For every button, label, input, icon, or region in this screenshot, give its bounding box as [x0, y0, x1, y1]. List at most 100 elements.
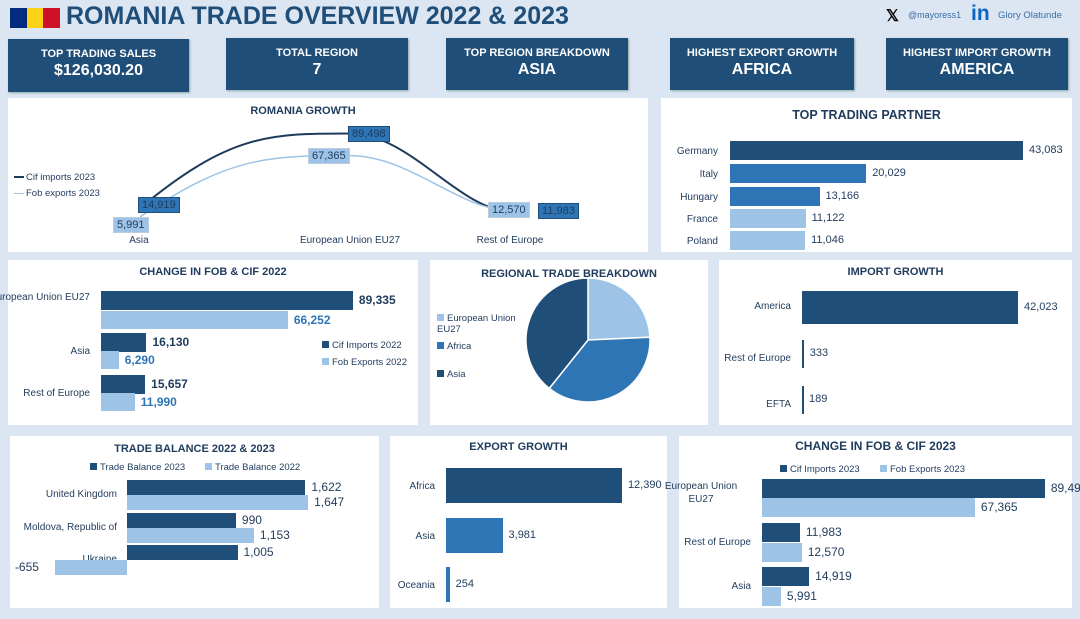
data-label: 12,570 — [488, 202, 530, 219]
data-label: 11,990 — [140, 394, 177, 409]
chart-title: REGIONAL TRADE BREAKDOWN — [481, 268, 657, 280]
category-label: European Union EU27 — [664, 481, 738, 505]
data-label: 5,991 — [786, 589, 817, 604]
category-label: United Kingdom — [45, 489, 117, 500]
legend-item: Asia — [437, 369, 465, 380]
bar — [127, 528, 254, 543]
category-label: Ukraine — [0, 553, 117, 566]
data-label: 15,657 — [151, 377, 188, 392]
bar — [730, 231, 806, 250]
bar — [54, 560, 127, 575]
bar — [762, 498, 975, 517]
category-label: Asia — [70, 346, 90, 357]
category-label: Asia — [129, 235, 149, 246]
data-label: 11,983 — [538, 203, 579, 220]
bar — [762, 479, 1045, 498]
kpi-top-region: TOP REGION BREAKDOWN ASIA — [446, 38, 628, 90]
bar — [127, 495, 309, 510]
bar — [101, 291, 353, 310]
bar — [101, 375, 146, 394]
category-label: Rest of Europe — [724, 353, 791, 364]
category-label: Oceania — [397, 580, 435, 591]
data-label: 1,622 — [311, 480, 342, 495]
data-label: 66,252 — [293, 312, 331, 327]
bar — [127, 513, 236, 528]
category-label: Hungary — [680, 192, 718, 203]
legend-item: Cif Imports 2022 — [322, 340, 402, 351]
legend-item: Fob exports 2023 — [14, 188, 100, 199]
legend-item: Fob Exports 2022 — [322, 357, 407, 368]
data-label: 42,023 — [1023, 300, 1058, 313]
data-label: 16,130 — [152, 335, 190, 350]
legend-item: Cif imports 2023 — [14, 172, 95, 183]
data-label: 990 — [241, 513, 262, 528]
legend-item: Trade Balance 2022 — [205, 462, 300, 473]
chart-title: ROMANIA GROWTH — [250, 105, 356, 117]
chart-title: CHANGE IN FOB & CIF 2022 — [139, 266, 287, 278]
kpi-top-trading-sales: TOP TRADING SALES $126,030.20 — [8, 39, 189, 92]
category-label: EFTA — [766, 399, 791, 410]
data-label: 12,390 — [627, 478, 662, 491]
bar — [730, 187, 820, 206]
data-label: 67,365 — [308, 147, 350, 164]
category-label: Poland — [686, 236, 718, 247]
bar — [762, 567, 810, 586]
data-label: 14,919 — [815, 569, 852, 584]
chart-title: CHANGE IN FOB & CIF 2023 — [795, 439, 956, 453]
data-label: 6,290 — [124, 352, 155, 367]
data-label: 89,498 — [1050, 481, 1080, 496]
category-label: America — [754, 300, 791, 312]
data-label: 13,166 — [825, 189, 860, 202]
data-label: 189 — [808, 393, 828, 406]
data-label: 67,365 — [980, 500, 1018, 515]
bar — [101, 393, 135, 411]
chart-title: IMPORT GROWTH — [847, 266, 944, 278]
top-partner-panel: TOP TRADING PARTNER — [661, 98, 1072, 252]
x-handle[interactable]: @mayoress1 — [908, 10, 962, 20]
fobcif2023-panel: CHANGE IN FOB & CIF 2023 — [679, 436, 1072, 608]
legend-item: Trade Balance 2023 — [90, 462, 185, 473]
data-label: 89,498 — [348, 125, 390, 142]
bar — [762, 587, 781, 606]
bar — [730, 164, 867, 183]
linkedin-name[interactable]: Glory Olatunde — [998, 10, 1062, 21]
linkedin-icon: in — [971, 2, 990, 25]
category-label: Asia — [415, 531, 435, 542]
series-line — [139, 154, 511, 218]
bar — [101, 333, 147, 352]
data-label: 11,122 — [811, 211, 845, 224]
pie-slice — [587, 277, 651, 341]
bar — [446, 468, 622, 503]
data-label: 333 — [809, 347, 829, 360]
bar — [101, 311, 288, 329]
legend-item: Cif Imports 2023 — [780, 464, 860, 475]
data-label: 3,981 — [508, 528, 537, 541]
data-label: 11,046 — [811, 233, 844, 246]
bar — [446, 518, 503, 553]
data-label: 14,919 — [138, 197, 180, 214]
page-title: ROMANIA TRADE OVERVIEW 2022 & 2023 — [66, 2, 569, 30]
export-growth-panel: EXPORT GROWTH — [390, 436, 667, 608]
bar — [802, 291, 1018, 324]
category-label: Moldova, Republic of — [23, 522, 117, 533]
legend-item: Africa — [437, 341, 471, 352]
category-label: Rest of Europe — [476, 235, 544, 246]
kpi-export-growth: HIGHEST EXPORT GROWTH AFRICA — [670, 38, 854, 90]
category-label: Germany — [676, 146, 718, 157]
data-label: 89,335 — [358, 293, 396, 308]
category-label: Africa — [409, 481, 435, 492]
fobcif2022-panel: CHANGE IN FOB & CIF 2022 — [8, 260, 418, 425]
category-label: European Union EU27 — [0, 292, 90, 303]
data-label: 12,570 — [807, 545, 845, 560]
category-label: Rest of Europe — [684, 537, 751, 548]
bar — [802, 386, 804, 414]
data-label: -655 — [14, 560, 39, 575]
bar — [762, 523, 800, 542]
kpi-total-region: TOTAL REGION 7 — [226, 38, 408, 90]
chart-title: TOP TRADING PARTNER — [792, 108, 941, 122]
chart-title: TRADE BALANCE 2022 & 2023 — [114, 443, 275, 455]
data-label: 1,153 — [259, 528, 290, 543]
bar — [101, 351, 119, 369]
